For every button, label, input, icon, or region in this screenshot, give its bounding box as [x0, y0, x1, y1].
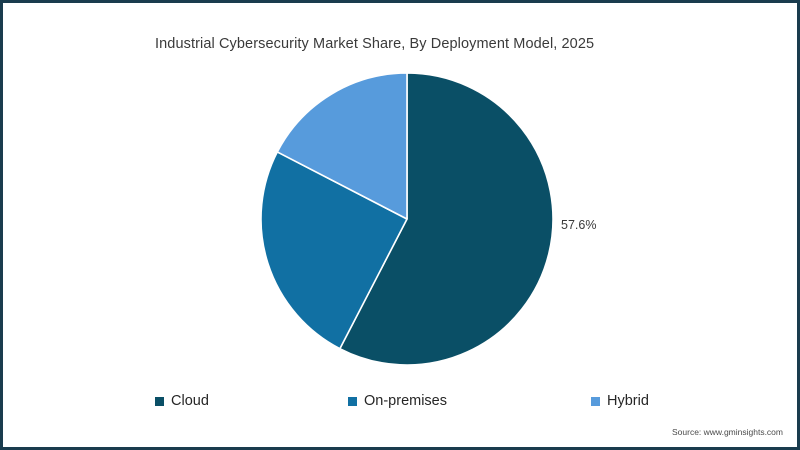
pie-slice-hybrid[interactable] [276, 72, 408, 220]
legend-swatch-cloud [155, 396, 164, 406]
legend-label-hybrid: Hybrid [607, 392, 649, 409]
legend-label-on-premises: On-premises [364, 392, 447, 409]
legend-label-cloud: Cloud [171, 392, 209, 409]
legend: Cloud On-premises Hybrid [3, 391, 797, 413]
page-title: Industrial Cybersecurity Market Share, B… [155, 36, 595, 52]
pie-slice-label-cloud: 57.6% [561, 218, 597, 232]
legend-swatch-hybrid [591, 396, 600, 406]
pie-slice-cloud[interactable] [339, 72, 554, 366]
legend-swatch-on-premises [348, 396, 357, 406]
pie-slice-on-premises[interactable] [260, 151, 408, 350]
legend-item-hybrid[interactable]: Hybrid [591, 391, 649, 411]
pie-slice-group [260, 72, 554, 366]
pie-chart [260, 72, 554, 366]
legend-item-on-premises[interactable]: On-premises [348, 391, 447, 411]
pie-chart-svg [260, 72, 554, 366]
source-attribution: Source: www.gminsights.com [671, 427, 783, 437]
legend-item-cloud[interactable]: Cloud [155, 391, 209, 411]
